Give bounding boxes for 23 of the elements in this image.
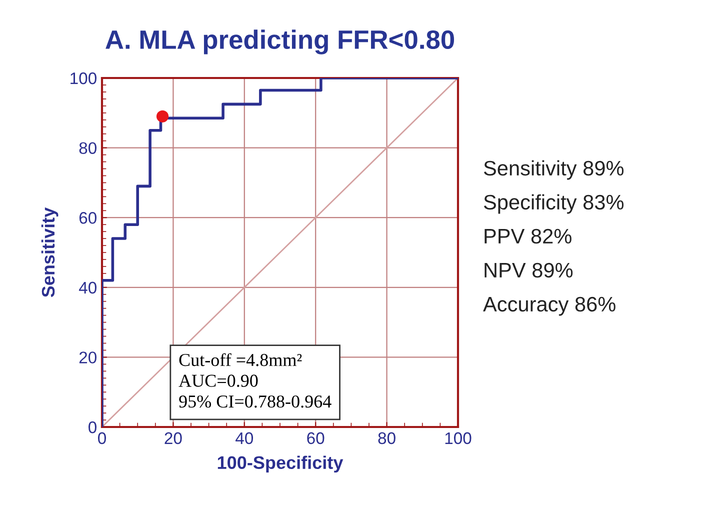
text: Sensitivity 89%: [484, 160, 624, 180]
x-axis-title: 100-Specificity: [218, 456, 344, 473]
x-tick-label: 100: [445, 432, 472, 444]
chart-title: A. MLA predicting FFR<0.80: [106, 30, 454, 54]
annotation: Cut-off =4.8mm²: [179, 353, 302, 366]
y-tick-label: 100: [70, 72, 96, 84]
text: NPV 89%: [484, 262, 573, 278]
x-tick-label: 40: [236, 432, 254, 444]
y-tick-label: 60: [79, 212, 96, 224]
y-tick-label: 80: [79, 142, 96, 154]
x-tick-label: 0: [98, 432, 106, 444]
y-tick-label: 40: [78, 282, 96, 294]
x-tick-label: 60: [307, 432, 324, 444]
annotation: 95% CI=0.788-0.964: [179, 395, 332, 408]
text: Accuracy 86%: [483, 296, 616, 316]
text: PPV 82%: [484, 228, 572, 244]
text: Specificity 83%: [484, 194, 624, 214]
y-tick-label: 20: [79, 352, 96, 364]
x-tick-label: 20: [164, 432, 182, 444]
x-tick-label: 80: [378, 432, 396, 444]
y-axis-title: Sensitivity: [41, 207, 58, 298]
y-tick-label: 0: [88, 421, 96, 434]
annotation: AUC=0.90: [178, 374, 258, 387]
